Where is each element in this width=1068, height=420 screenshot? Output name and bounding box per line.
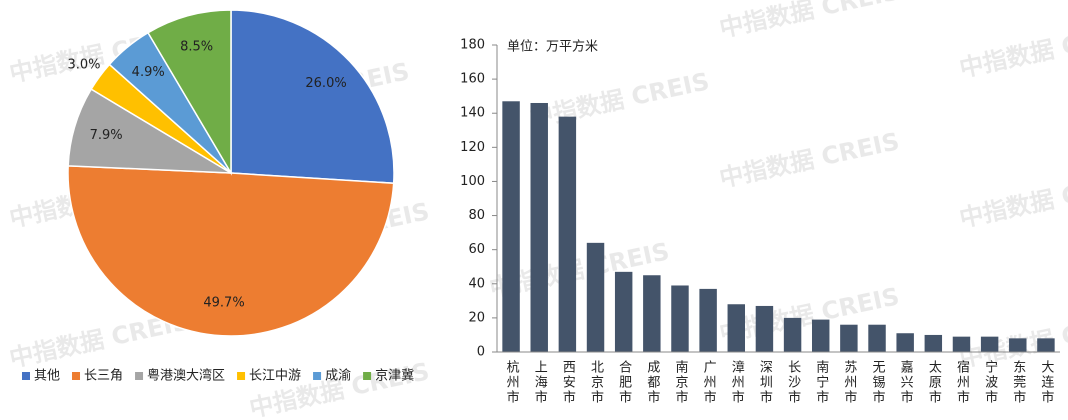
x-tick-label: 南京市 — [672, 359, 688, 405]
x-tick-label: 大连市 — [1038, 360, 1054, 405]
bar — [502, 101, 520, 353]
x-tick-label: 西安市 — [560, 360, 576, 405]
legend-label: 长三角 — [84, 369, 123, 384]
slice-label: 7.9% — [90, 128, 123, 143]
bar — [755, 305, 774, 352]
x-tick-label: 上海市 — [532, 360, 548, 405]
legend-swatch — [135, 372, 144, 380]
x-tick-label: 合肥市 — [616, 360, 632, 405]
legend-swatch — [237, 372, 246, 380]
y-tick-label: 180 — [460, 38, 485, 53]
legend-swatch — [313, 372, 322, 380]
pie-slice — [230, 9, 395, 185]
legend-label: 其他 — [34, 369, 60, 384]
x-tick-label: 广州市 — [701, 360, 717, 405]
x-tick-label: 南宁市 — [813, 359, 829, 405]
y-tick-label: 100 — [460, 174, 485, 189]
bar — [952, 336, 971, 352]
x-tick-label: 成都市 — [644, 360, 660, 405]
slice-label: 3.0% — [67, 57, 100, 72]
watermark: 中指数据 CREIS — [247, 357, 432, 420]
legend-label: 成渝 — [325, 368, 351, 384]
x-tick-label: 漳州市 — [729, 359, 745, 405]
x-tick-label: 深圳市 — [757, 360, 773, 405]
bar — [727, 304, 746, 352]
bar — [1037, 338, 1055, 352]
legend-label: 长江中游 — [249, 369, 301, 384]
slice-label: 4.9% — [132, 65, 165, 80]
bar — [614, 271, 633, 352]
watermark: 中指数据 CREIS — [957, 167, 1068, 232]
pie-slice — [146, 9, 232, 176]
bar — [868, 324, 886, 352]
legend-swatch — [363, 372, 372, 380]
bar — [896, 333, 914, 352]
y-tick-label: 120 — [460, 140, 485, 155]
y-tick-label: 0 — [477, 345, 485, 360]
legend-swatch — [72, 372, 81, 380]
legend-swatch — [22, 372, 30, 380]
x-tick-label: 东莞市 — [1010, 360, 1026, 405]
watermark: 中指数据 CREIS — [717, 127, 902, 192]
bar — [811, 319, 830, 352]
bar — [699, 288, 717, 352]
x-tick-label: 宁波市 — [982, 359, 998, 405]
y-tick-label: 40 — [468, 276, 485, 291]
unit-label: 单位：万平方米 — [507, 39, 598, 55]
bar — [783, 317, 802, 352]
legend-label: 粤港澳大湾区 — [147, 368, 225, 384]
x-tick-label: 长沙市 — [785, 360, 801, 405]
slice-label: 49.7% — [203, 296, 244, 311]
y-tick-label: 60 — [468, 242, 485, 257]
x-tick-label: 无锡市 — [870, 360, 886, 405]
pie-slice — [67, 165, 395, 337]
bar — [558, 116, 577, 352]
watermark: 中指数据 CREIS — [957, 17, 1068, 82]
x-tick-label: 杭州市 — [504, 360, 520, 405]
bar — [924, 334, 943, 352]
bar — [671, 285, 689, 352]
y-tick-label: 80 — [468, 208, 485, 223]
y-tick-label: 20 — [468, 310, 485, 325]
bar — [840, 324, 858, 352]
bar — [980, 336, 999, 352]
bar — [530, 102, 548, 352]
bar — [586, 242, 605, 352]
x-tick-label: 太原市 — [926, 360, 942, 405]
watermark: 中指数据 CREIS — [717, 0, 902, 43]
x-tick-label: 嘉兴市 — [898, 360, 914, 405]
watermark: 中指数据 CREIS — [527, 67, 712, 132]
bar — [643, 275, 661, 352]
slice-label: 26.0% — [305, 76, 346, 91]
legend-label: 京津冀 — [375, 368, 414, 384]
y-tick-label: 160 — [460, 72, 485, 87]
slice-label: 8.5% — [180, 40, 213, 55]
x-tick-label: 苏州市 — [841, 359, 857, 405]
x-tick-label: 宿州市 — [954, 359, 970, 405]
x-tick-label: 北京市 — [588, 360, 604, 405]
bar — [1009, 338, 1027, 352]
y-tick-label: 140 — [460, 106, 485, 121]
